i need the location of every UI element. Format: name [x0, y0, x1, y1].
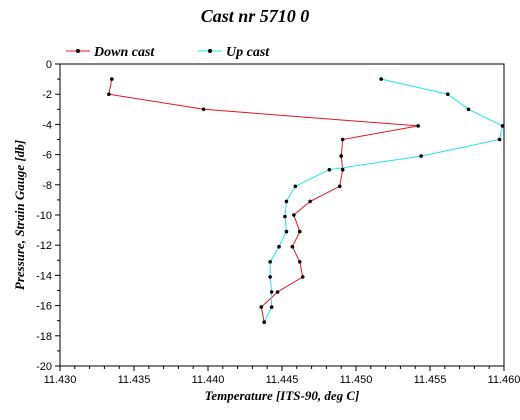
x-tick-label: 11.445: [266, 374, 299, 386]
y-tick-label: -12: [36, 240, 52, 252]
data-point-up-cast: [269, 305, 274, 309]
data-point-down-cast: [339, 154, 344, 158]
x-tick-label: 11.430: [44, 374, 77, 386]
data-point-up-cast: [283, 214, 287, 219]
x-tick-label: 11.460: [488, 374, 520, 386]
data-point-up-cast: [277, 244, 281, 249]
series-line-down-cast: [108, 79, 419, 323]
y-tick-label: -2: [42, 89, 52, 101]
data-point-up-cast: [445, 92, 450, 96]
series-line-up-cast: [263, 78, 504, 323]
data-point-up-cast: [284, 229, 289, 234]
data-point-up-cast: [379, 77, 383, 81]
data-point-down-cast: [201, 107, 206, 112]
data-point-up-cast: [262, 320, 267, 325]
data-point-down-cast: [340, 167, 345, 172]
y-tick-label: -8: [42, 180, 52, 192]
y-tick-label: -16: [36, 301, 52, 313]
data-point-up-cast: [268, 275, 272, 279]
y-axis-label: Pressure, Strain Gauge [db]: [12, 140, 27, 290]
y-tick-label: -10: [36, 210, 52, 222]
legend-label-down-cast: Down cast: [93, 45, 155, 60]
data-point-up-cast: [284, 199, 289, 204]
data-point-up-cast: [497, 137, 502, 142]
x-tick-label: 11.440: [192, 374, 225, 386]
y-tick-label: -18: [36, 331, 52, 343]
data-point-up-cast: [268, 260, 272, 264]
data-point-down-cast: [340, 137, 345, 142]
legend-marker-up-cast: [208, 49, 212, 53]
x-tick-label: 11.450: [340, 374, 373, 386]
data-point-up-cast: [269, 290, 274, 294]
x-tick-label: 11.435: [118, 374, 151, 386]
series-layer: [107, 77, 505, 325]
chart-title: Cast nr 5710 0: [201, 6, 310, 26]
data-point-down-cast: [259, 305, 264, 309]
data-point-up-cast: [419, 154, 423, 158]
data-point-down-cast: [275, 290, 280, 294]
data-point-down-cast: [308, 199, 312, 204]
data-point-down-cast: [290, 244, 295, 249]
data-point-down-cast: [300, 275, 305, 279]
data-point-down-cast: [337, 184, 342, 189]
x-axis-label: Temperature [ITS-90, deg C]: [205, 388, 360, 403]
y-tick-label: -6: [42, 150, 52, 162]
y-tick-label: -14: [36, 270, 52, 282]
data-point-up-cast: [293, 184, 298, 189]
data-point-up-cast: [327, 167, 332, 172]
data-point-down-cast: [297, 229, 302, 234]
y-tick-label: -20: [36, 361, 52, 373]
legend-label-up-cast: Up cast: [226, 45, 270, 60]
data-point-down-cast: [297, 260, 302, 264]
plot-frame: [59, 63, 505, 367]
legend: Down cast Up cast: [66, 45, 270, 60]
legend-marker-down-cast: [76, 49, 80, 53]
y-axis: 0 -2 -4 -6 -8 -10 -12 -14 -16 -18 -20: [36, 59, 60, 373]
x-tick-label: 11.455: [414, 374, 447, 386]
data-point-down-cast: [416, 124, 420, 128]
data-point-down-cast: [107, 92, 111, 96]
y-tick-label: -4: [42, 119, 52, 131]
data-point-down-cast: [110, 77, 114, 81]
x-axis: 11.430 11.435 11.440 11.445 11.450 11.455 11.4…: [44, 366, 520, 386]
data-point-up-cast: [500, 124, 505, 128]
data-point-down-cast: [292, 213, 296, 217]
data-point-up-cast: [466, 107, 471, 112]
y-tick-label: 0: [46, 59, 52, 71]
